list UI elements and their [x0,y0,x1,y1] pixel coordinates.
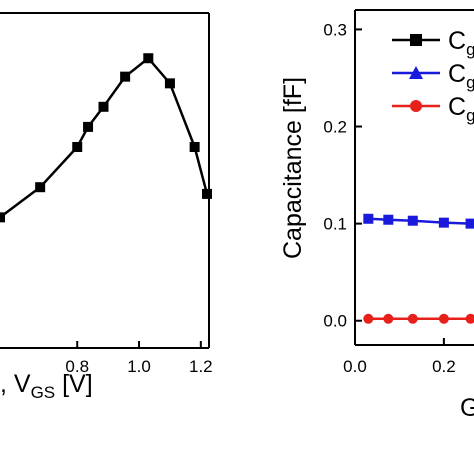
left-data-point [164,78,175,89]
legend-label: Cg [448,60,474,92]
legend-marker [410,34,422,46]
right-data-point [383,214,394,225]
left-data-point [120,71,131,82]
right-data-point [383,313,394,324]
right-y-tick-label: 0.0 [323,312,347,331]
right-y-tick-label: 0.3 [323,20,347,39]
legend-label-sub: g [466,106,474,125]
left-x-label-prefix: , V [0,370,31,398]
left-data-point [202,188,212,199]
right-y-tick-label: 0.1 [323,215,347,234]
left-data-point [72,142,83,152]
legend-label: Cg [448,93,474,125]
left-x-label-suffix: [V] [55,370,93,398]
left-series-line [0,56,209,219]
left-chart: 0.8 1.0 1.2 , VGS [V] [0,12,213,402]
left-x-tick-label: 1.0 [127,357,151,376]
legend-marker [409,66,423,79]
left-data-point [143,53,154,64]
legend-marker [410,100,422,112]
left-x-tick-label: 1.2 [189,357,213,376]
legend-label-sub: g [466,40,474,59]
left-x-axis-label: , VGS [V] [0,370,93,402]
legend-label-main: C [448,27,466,55]
right-x-ticks: 0.0 0.2 [343,338,456,376]
left-series-group [0,53,212,223]
right-x-axis-label: G [460,394,474,422]
legend-label-main: C [448,93,466,121]
left-x-ticks: 0.8 1.0 1.2 [65,341,213,376]
legend-label-main: C [448,60,466,88]
left-data-point [0,212,5,223]
left-x-tick-label: 0.8 [65,357,89,376]
right-data-point [407,313,418,324]
right-y-axis-label: Capacitance [fF] [279,77,307,259]
right-data-point [465,313,474,324]
right-x-tick-label: 0.0 [343,357,367,376]
left-x-label-sub: GS [31,383,56,402]
left-data-point [83,121,94,132]
right-data-point [407,215,418,226]
legend-label: Cg [448,27,474,59]
right-data-point [363,313,374,324]
right-data-point [363,213,374,224]
left-data-point [189,142,200,152]
right-data-point [465,218,474,229]
right-series-group [363,213,474,324]
legend-label-sub: g [466,73,474,92]
left-data-point [35,182,46,193]
right-y-tick-label: 0.2 [323,118,347,137]
right-data-point [438,217,449,228]
right-data-point [438,313,449,324]
right-y-ticks: 0.0 0.1 0.2 0.3 [323,20,362,331]
right-x-tick-label: 0.2 [432,357,456,376]
left-data-point [98,101,109,112]
